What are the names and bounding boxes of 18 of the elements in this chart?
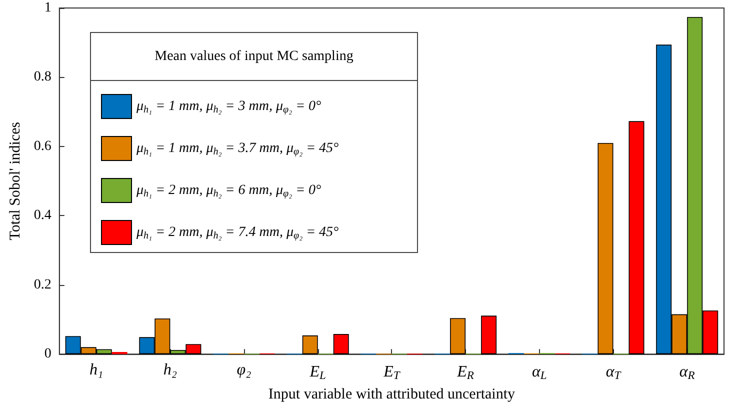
y-tick-label: 0: [44, 346, 52, 362]
x-tick-label: h₂: [163, 362, 178, 379]
x-tick-label: φ₂: [236, 362, 252, 379]
y-axis-title: Total Sobol' indices: [8, 122, 24, 240]
bar: [628, 121, 644, 354]
x-axis-title: Input variable with attributed uncertainty: [268, 386, 516, 402]
bar: [302, 335, 318, 354]
y-tick-label: 1: [44, 0, 52, 16]
y-tick-label: 0.6: [34, 138, 52, 154]
bar: [481, 316, 497, 354]
bar: [450, 318, 466, 354]
y-tick-label: 0.2: [34, 277, 52, 292]
bar: [598, 142, 614, 354]
y-tick-label: 0.8: [34, 70, 52, 85]
y-tick-label: 0.4: [34, 208, 52, 224]
legend-title: Mean values of input MC sampling: [154, 48, 354, 66]
x-tick-label: h₁: [90, 362, 104, 379]
bar: [333, 334, 349, 354]
